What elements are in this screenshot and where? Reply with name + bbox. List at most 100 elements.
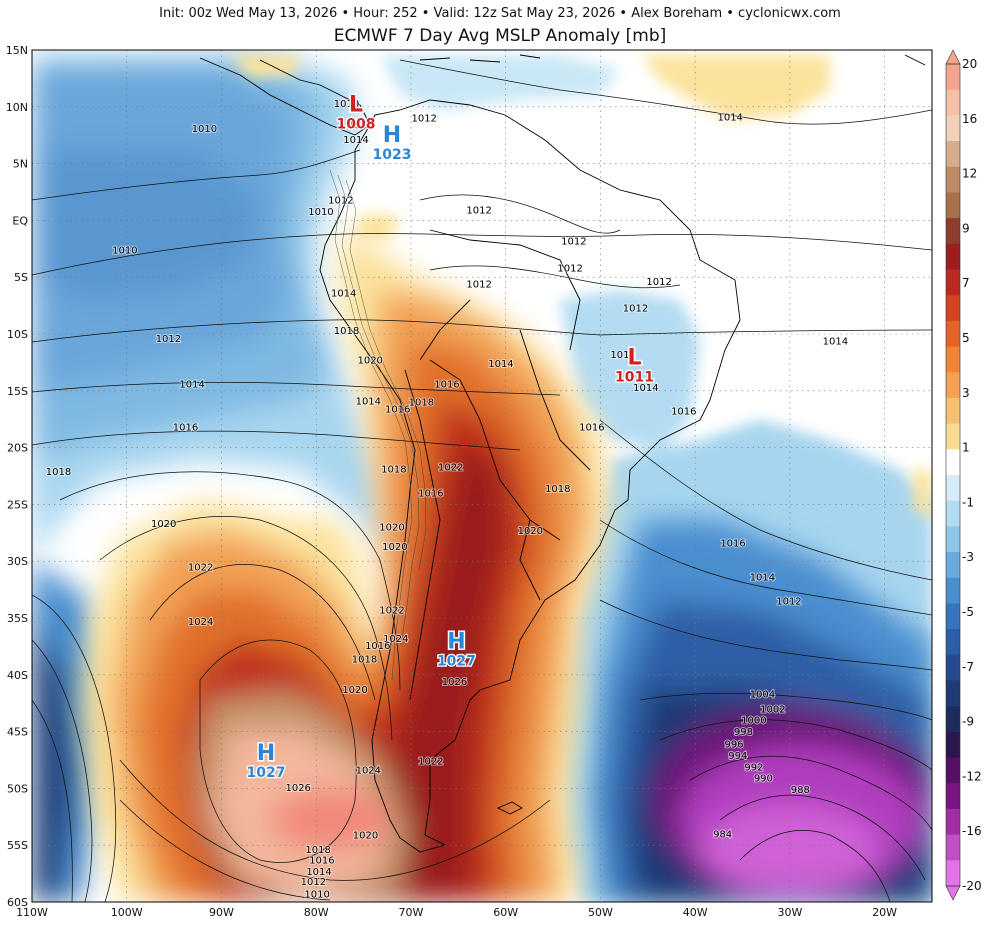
- isobar-label: 1016: [579, 423, 604, 434]
- negative-anomaly-atlantic: [590, 520, 932, 902]
- colorbar-swatches: [945, 49, 961, 901]
- colorbar-label: -7: [962, 660, 974, 674]
- colorbar-swatch: [946, 346, 960, 373]
- colorbar-label: -20: [962, 879, 982, 893]
- latitude-label: EQ: [12, 214, 28, 227]
- latitude-label: 5S: [14, 271, 28, 284]
- isobar-label: 1016: [385, 404, 410, 415]
- isobar-label: 1024: [188, 617, 213, 628]
- colorbar-swatch: [946, 475, 960, 502]
- colorbar-label: -9: [962, 715, 974, 729]
- latitude-label: 40S: [7, 669, 28, 682]
- isobar-label: 984: [713, 829, 732, 840]
- isobar-label: 992: [744, 762, 763, 773]
- latitude-labels: 15N 10N 5N EQ 5S 10S 15S 20S 25S 30S 35S 40S 45S 50S 5…: [6, 44, 29, 909]
- isobar-label: 1012: [646, 277, 671, 288]
- longitude-label: 40W: [683, 906, 708, 919]
- isobar-label: 1012: [411, 114, 436, 125]
- center-pressure-value: 1027: [437, 654, 476, 670]
- isobar-label: 994: [728, 751, 747, 762]
- andes-borders: [404, 369, 441, 701]
- andes-terrain: [329, 169, 427, 681]
- isobar-label: 1024: [356, 766, 381, 777]
- longitude-label: 90W: [209, 906, 234, 919]
- isobar-label: 1018: [46, 467, 71, 478]
- isobar-label: 988: [791, 785, 810, 796]
- colorbar-bottom-arrow: [945, 885, 961, 901]
- colorbar-swatch: [946, 64, 960, 91]
- isobar-label: 990: [754, 774, 773, 785]
- isobar-label: 1016: [309, 855, 334, 866]
- isobar-label: 1022: [438, 462, 463, 473]
- colorbar-swatch: [946, 115, 960, 142]
- colorbar-swatch: [946, 731, 960, 759]
- colorbar-swatch: [946, 192, 960, 219]
- colorbar-swatch: [946, 783, 960, 810]
- colorbar-label: 3: [962, 386, 970, 400]
- colorbar-label: 7: [962, 276, 970, 290]
- latitude-label: 50S: [7, 782, 28, 795]
- colorbar-swatch: [946, 603, 960, 630]
- longitude-label: 70W: [399, 906, 424, 919]
- colorbar-swatch: [946, 629, 960, 656]
- isobar-label: 1016: [365, 641, 390, 652]
- center-pressure-value: 1011: [615, 370, 654, 386]
- isobar-label: 1014: [356, 397, 381, 408]
- isobar-label: 1016: [173, 423, 198, 434]
- colorbar-swatch: [946, 706, 960, 733]
- colorbar-swatch: [946, 295, 960, 322]
- isobar-label: 1014: [750, 573, 775, 584]
- isobar-label: 998: [734, 727, 753, 738]
- colorbar: 20 16 12 9 7 5 3 1 -1 -3 -5 -7 -9 -12 -16 -20: [945, 49, 982, 901]
- colorbar-label: -5: [962, 605, 974, 619]
- colorbar-swatch: [946, 808, 960, 836]
- colorbar-swatch: [946, 372, 960, 399]
- colorbar-label: 12: [962, 167, 977, 181]
- longitude-label: 60W: [493, 906, 518, 919]
- isobar-label: 1012: [466, 280, 491, 291]
- center-pressure-value: 1008: [337, 116, 376, 132]
- map-title: ECMWF 7 Day Avg MSLP Anomaly [mb]: [333, 26, 667, 46]
- isobar-label: 1014: [717, 113, 742, 124]
- isobar-label: 1010: [112, 245, 137, 256]
- latitude-label: 55S: [7, 839, 28, 852]
- isobar-label: 1012: [610, 350, 635, 361]
- center-pressure-value: 1027: [247, 765, 286, 781]
- isobar-label: 1012: [557, 264, 582, 275]
- isobar-lines: [32, 59, 932, 902]
- central-america-coast: [199, 57, 371, 136]
- isobar-label: 1024: [383, 634, 408, 645]
- isobar-label: 1014: [633, 383, 658, 394]
- colorbar-swatch: [946, 141, 960, 168]
- colorbar-label: 5: [962, 331, 970, 345]
- latitude-label: 20S: [7, 442, 28, 455]
- isobar-label: 1020: [379, 523, 404, 534]
- brazil-borders: [419, 229, 591, 601]
- longitude-label: 80W: [304, 906, 329, 919]
- isobar-label: 1020: [382, 542, 407, 553]
- isobar-label: 1014: [331, 289, 356, 300]
- isobar-label: 1020: [518, 526, 543, 537]
- isobar-label: 1012: [776, 596, 801, 607]
- longitude-label: 50W: [588, 906, 613, 919]
- latitude-label: 25S: [7, 498, 28, 511]
- isobar-label: 1020: [342, 685, 367, 696]
- latitude-label: 35S: [7, 612, 28, 625]
- low-pressure-center: L 1008: [335, 91, 376, 134]
- latitude-label: 10N: [6, 101, 28, 114]
- isobar-label: 1012: [466, 206, 491, 217]
- colorbar-swatch: [946, 500, 960, 527]
- isobar-label: 1022: [418, 757, 443, 768]
- falklands: [496, 801, 523, 815]
- isobar-label: 1016: [434, 379, 459, 390]
- colorbar-swatch: [946, 834, 960, 861]
- longitude-labels: 110W 100W 90W 80W 70W 60W 50W 40W 30W 20W: [16, 906, 897, 919]
- colorbar-swatch: [946, 526, 960, 553]
- colorbar-swatch: [946, 423, 960, 450]
